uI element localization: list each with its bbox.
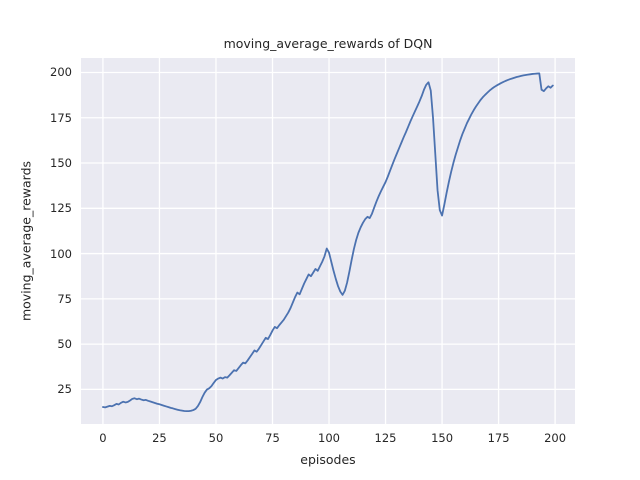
y-tick-label: 75 bbox=[57, 291, 72, 306]
plot-area bbox=[81, 58, 575, 424]
x-tick-label: 50 bbox=[208, 431, 224, 445]
chart-title: moving_average_rewards of DQN bbox=[223, 36, 433, 51]
reward-line bbox=[102, 72, 554, 413]
x-tick-label: 25 bbox=[152, 431, 167, 445]
x-tick-label: 0 bbox=[99, 431, 107, 445]
x-axis-label: episodes bbox=[300, 452, 356, 467]
x-tick-label: 150 bbox=[431, 431, 454, 445]
x-tick-label: 75 bbox=[265, 431, 280, 445]
y-tick-label: 100 bbox=[50, 246, 72, 261]
y-tick-label: 50 bbox=[57, 337, 72, 352]
line-chart-svg bbox=[81, 58, 575, 424]
y-tick-label: 25 bbox=[57, 382, 72, 397]
y-tick-label: 125 bbox=[50, 201, 72, 216]
y-tick-label: 150 bbox=[50, 156, 72, 171]
y-tick-label: 175 bbox=[50, 110, 72, 125]
axes-background bbox=[81, 58, 575, 424]
x-tick-label: 175 bbox=[487, 431, 510, 445]
x-tick-label: 125 bbox=[374, 431, 397, 445]
x-tick-label: 100 bbox=[318, 431, 340, 445]
x-tick-label: 200 bbox=[544, 431, 567, 445]
y-tick-label: 200 bbox=[50, 65, 72, 80]
